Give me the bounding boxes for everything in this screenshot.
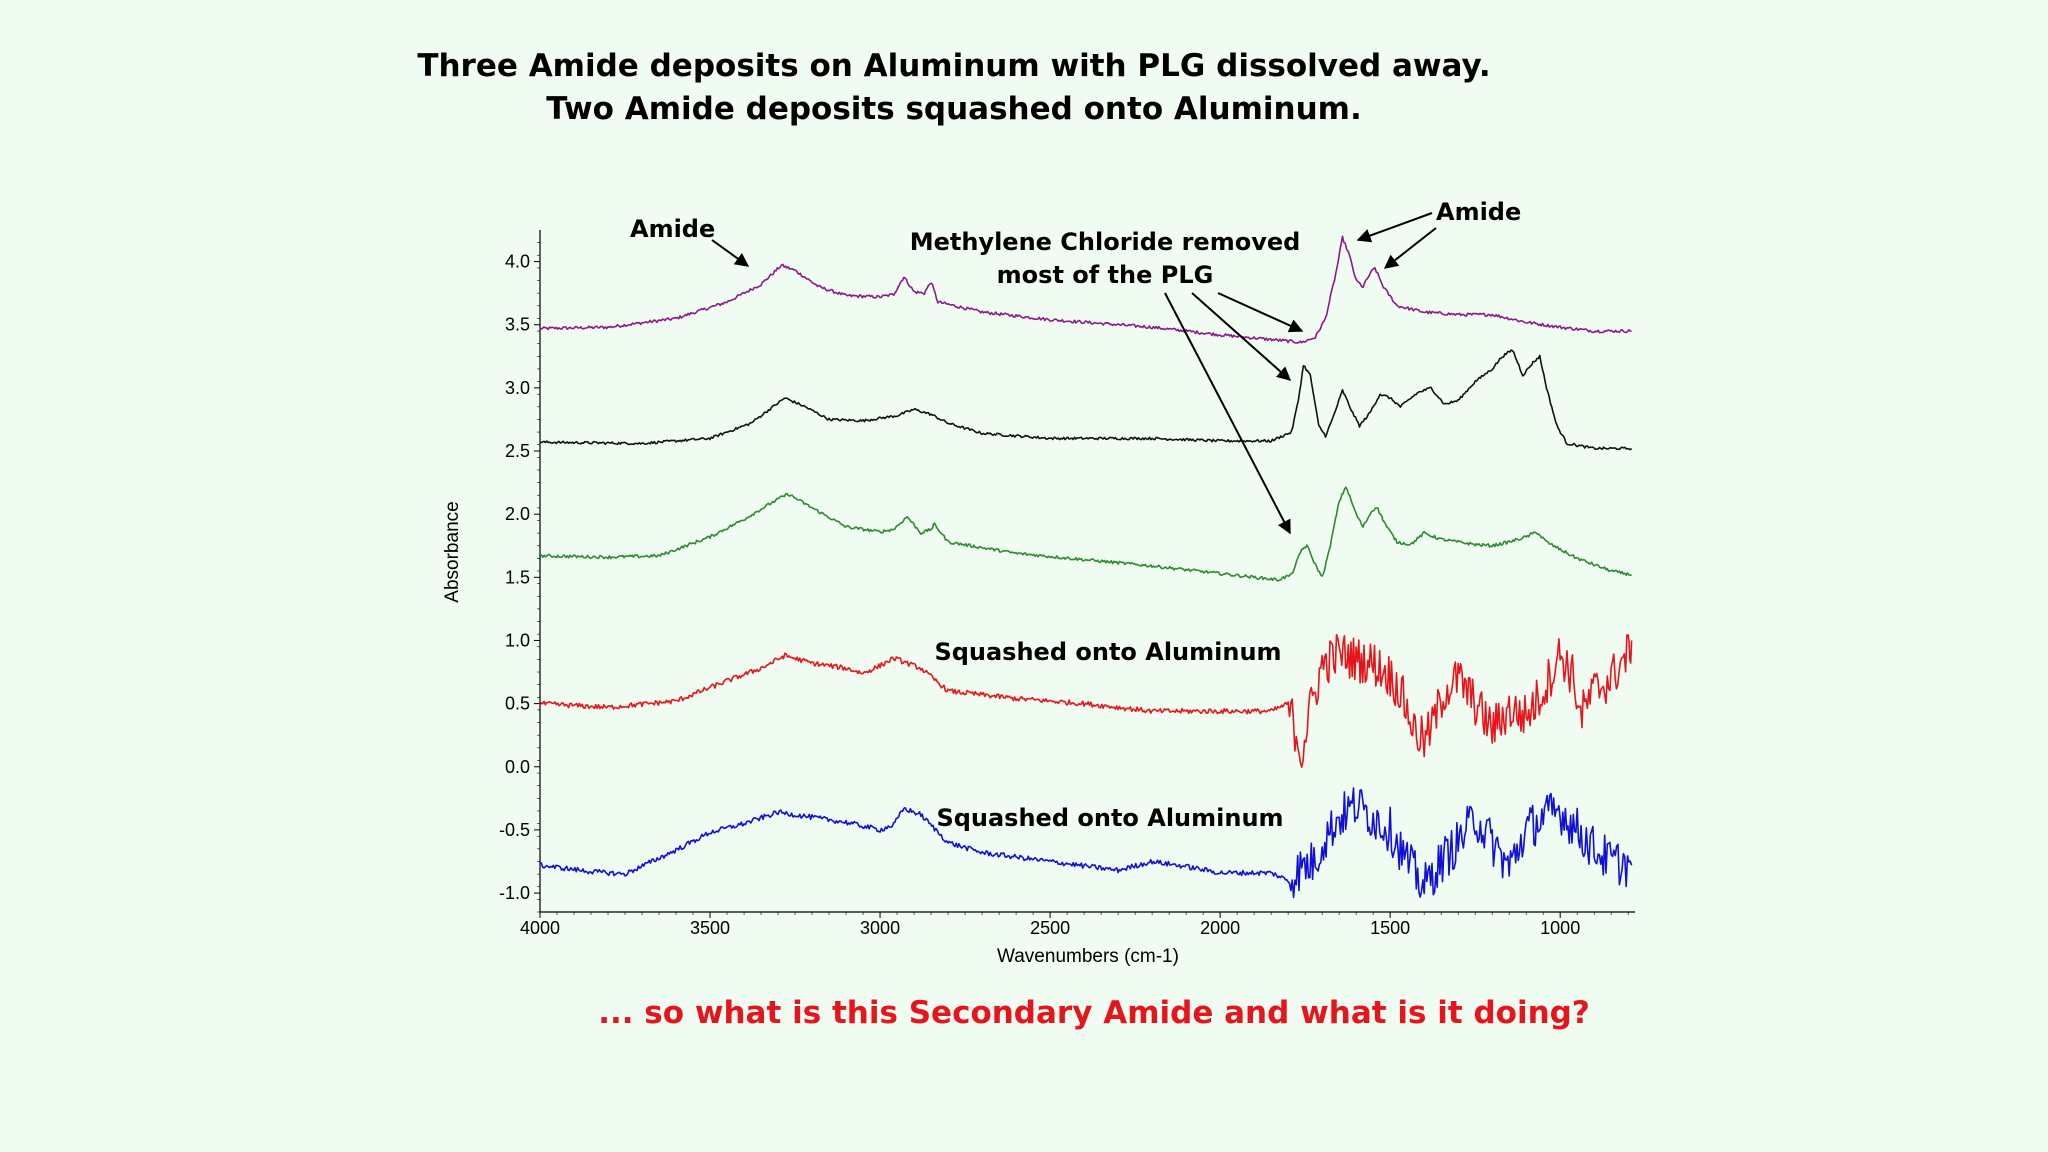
y-tick-label: -0.5 — [499, 820, 530, 840]
y-tick-label: 4.0 — [505, 252, 530, 272]
arrow-amide-right-2 — [1383, 227, 1437, 269]
x-axis-title: Wavenumbers (cm-1) — [997, 946, 1179, 967]
annotation-methylene-line2: most of the PLG — [997, 261, 1214, 289]
slide-title-line-1: Three Amide deposits on Aluminum with PL… — [417, 48, 1491, 84]
y-tick-label: 1.0 — [505, 630, 530, 650]
x-axis-ticks: 4000 3500 3000 2500 2000 1500 1000 — [520, 912, 1629, 938]
spectrum-series-line — [539, 349, 1633, 451]
annotations: Amide Methylene Chloride removed most of… — [630, 198, 1521, 832]
x-tick-label: 3500 — [690, 918, 730, 938]
x-tick-label: 1000 — [1540, 918, 1580, 938]
annotation-methylene-line1: Methylene Chloride removed — [910, 228, 1301, 256]
y-tick-label: 0.5 — [505, 694, 530, 714]
arrow-methylene-3 — [1164, 292, 1291, 535]
y-tick-label: 1.5 — [505, 567, 530, 587]
annotation-squashed-red: Squashed onto Aluminum — [934, 638, 1281, 666]
x-tick-label: 2000 — [1200, 918, 1240, 938]
x-tick-label: 4000 — [520, 918, 560, 938]
series-group — [539, 235, 1633, 899]
arrow-amide-right-1 — [1356, 212, 1433, 243]
annotation-amide-right: Amide — [1436, 198, 1521, 226]
y-tick-label: -1.0 — [499, 883, 530, 903]
y-axis-ticks: 4.0 3.5 3.0 2.5 2.0 1.5 1.0 0.5 0.0 -0.5 -1.0 — [499, 242, 540, 913]
x-tick-label: 3000 — [860, 918, 900, 938]
annotation-amide-left: Amide — [630, 215, 715, 243]
arrow-methylene-1 — [1217, 292, 1304, 333]
spectrum-series-line — [539, 486, 1632, 582]
y-tick-label: 0.0 — [505, 757, 530, 777]
slide-title-line-2: Two Amide deposits squashed onto Aluminu… — [546, 91, 1362, 127]
spectrum-series-line — [539, 787, 1633, 899]
annotation-squashed-blue: Squashed onto Aluminum — [936, 804, 1283, 832]
closing-question: ... so what is this Secondary Amide and … — [598, 995, 1590, 1031]
arrow-methylene-2 — [1191, 292, 1292, 381]
spectrum-series-line — [539, 633, 1633, 768]
y-tick-label: 2.0 — [505, 504, 530, 524]
y-tick-label: 2.5 — [505, 441, 530, 461]
plot-area: 4.0 3.5 3.0 2.5 2.0 1.5 1.0 0.5 0.0 -0.5 -1.0 4000… — [499, 230, 1635, 938]
y-tick-label: 3.0 — [505, 378, 530, 398]
x-tick-label: 1500 — [1370, 918, 1410, 938]
x-tick-label: 2500 — [1030, 918, 1070, 938]
spectrum-series-line — [539, 235, 1632, 344]
y-axis-title: Absorbance — [442, 501, 463, 602]
y-tick-label: 3.5 — [505, 315, 530, 335]
arrow-amide-left — [711, 239, 750, 267]
